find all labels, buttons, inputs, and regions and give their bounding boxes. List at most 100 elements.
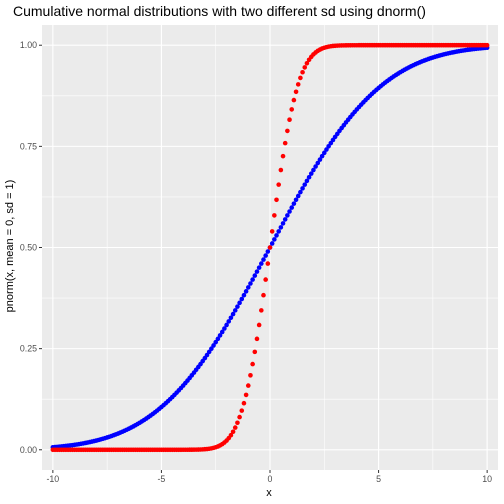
- data-point: [239, 296, 245, 302]
- data-point: [239, 408, 245, 413]
- data-point: [215, 336, 221, 342]
- data-point: [272, 213, 277, 218]
- data-point: [256, 322, 262, 328]
- data-point: [261, 292, 266, 298]
- data-point: [300, 186, 305, 191]
- data-point: [274, 233, 279, 238]
- data-point: [269, 229, 275, 234]
- data-point: [289, 107, 295, 112]
- data-point: [274, 197, 279, 203]
- y-tick-label: 0.75: [20, 141, 37, 151]
- data-point: [276, 229, 281, 234]
- chart-title: Cumulative normal distributions with two…: [13, 3, 426, 19]
- data-point: [304, 60, 310, 66]
- data-point: [298, 75, 303, 81]
- data-point: [289, 205, 295, 210]
- data-point: [276, 182, 281, 187]
- y-tick-label: 0.00: [20, 445, 37, 455]
- data-point: [278, 167, 284, 173]
- data-point: [261, 257, 266, 262]
- data-point: [250, 277, 255, 282]
- data-point: [256, 265, 262, 270]
- data-point: [324, 147, 329, 152]
- data-point: [259, 261, 264, 266]
- data-point: [252, 349, 258, 355]
- data-point: [211, 343, 216, 348]
- data-point: [302, 65, 308, 70]
- data-point: [280, 221, 286, 226]
- data-point: [252, 273, 258, 278]
- x-tick-label: 10: [482, 474, 492, 484]
- data-point: [282, 140, 288, 146]
- data-point: [265, 249, 271, 254]
- y-tick-label: 0.50: [20, 243, 37, 253]
- data-point: [306, 174, 312, 180]
- data-point: [219, 329, 225, 335]
- data-point: [263, 253, 268, 258]
- y-tick-label: 1.00: [20, 40, 37, 50]
- data-point: [254, 269, 260, 274]
- data-point: [321, 150, 327, 156]
- data-point: [291, 201, 297, 206]
- x-tick-label: 0: [268, 474, 273, 484]
- series-0: [50, 45, 490, 450]
- x-tick-label: -5: [158, 474, 166, 484]
- data-point: [293, 89, 299, 95]
- data-point: [287, 117, 292, 122]
- data-point: [224, 322, 229, 328]
- data-point: [228, 432, 234, 438]
- data-point: [278, 225, 284, 230]
- data-point: [313, 164, 318, 169]
- data-point: [291, 97, 297, 103]
- data-point: [230, 311, 236, 317]
- data-point: [319, 153, 325, 159]
- data-point: [295, 82, 301, 87]
- data-point: [298, 189, 303, 195]
- y-axis-title: pnorm(x, mean = 0, sd = 1): [4, 180, 16, 313]
- data-point: [222, 326, 227, 331]
- data-point: [237, 414, 242, 420]
- data-point: [248, 373, 253, 378]
- data-point: [232, 425, 238, 430]
- data-point: [248, 281, 253, 286]
- series-layer: [50, 42, 490, 453]
- data-point: [245, 383, 251, 388]
- data-point: [282, 217, 288, 222]
- x-tick-label: 5: [376, 474, 381, 484]
- y-axis: 0.00 0.25 0.50 0.75 1.00: [20, 40, 42, 455]
- data-point: [304, 178, 310, 184]
- data-point: [217, 333, 223, 338]
- data-point: [235, 420, 240, 426]
- data-point: [265, 261, 271, 266]
- x-axis-title: x: [266, 487, 272, 499]
- x-axis: -10 -5 0 5 10: [46, 470, 492, 484]
- data-point: [295, 193, 301, 199]
- data-point: [237, 300, 242, 306]
- data-point: [241, 292, 247, 298]
- data-point: [213, 339, 219, 345]
- data-point: [272, 237, 277, 242]
- data-point: [254, 336, 260, 342]
- data-point: [311, 167, 316, 173]
- data-point: [232, 308, 238, 313]
- data-point: [285, 128, 290, 134]
- data-point: [302, 182, 308, 187]
- data-point: [300, 69, 305, 75]
- data-point: [259, 308, 264, 313]
- data-point: [243, 289, 249, 294]
- data-point: [241, 400, 247, 406]
- data-point: [280, 153, 286, 159]
- data-point: [293, 197, 299, 203]
- data-point: [308, 171, 314, 176]
- y-tick-label: 0.25: [20, 344, 37, 354]
- data-point: [209, 346, 214, 352]
- data-point: [230, 429, 236, 435]
- data-point: [245, 285, 251, 290]
- data-point: [285, 213, 290, 218]
- data-point: [317, 157, 323, 162]
- data-point: [263, 277, 268, 282]
- data-point: [269, 241, 275, 246]
- data-point: [287, 209, 292, 214]
- data-point: [228, 315, 234, 321]
